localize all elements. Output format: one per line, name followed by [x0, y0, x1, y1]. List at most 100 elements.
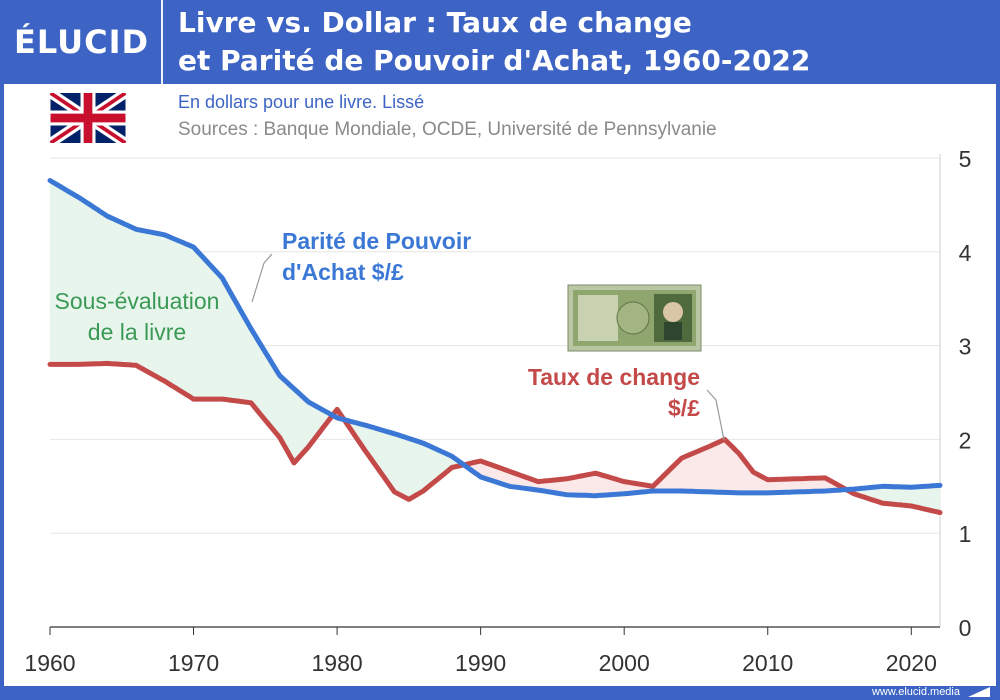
undervaluation-area: [293, 388, 298, 464]
overvaluation-area: [720, 438, 725, 493]
undervaluation-area: [67, 190, 72, 365]
exchange-series-label-line1: Taux de change: [528, 364, 700, 390]
undervaluation-area: [928, 485, 934, 512]
undervaluation-area: [254, 333, 259, 413]
undervaluation-area: [921, 485, 926, 510]
undervaluation-area: [275, 368, 280, 439]
undervaluation-area: [221, 276, 227, 400]
lines: [47, 178, 943, 516]
undervaluation-area: [211, 265, 216, 400]
chart-title: Livre vs. Dollar : Taux de change et Par…: [178, 4, 978, 80]
undervaluation-area: [53, 182, 58, 365]
y-tick-label: 3: [959, 334, 972, 360]
undervaluation-area: [261, 345, 266, 422]
undervaluation-label-line2: de la livre: [88, 319, 186, 345]
undervaluation-area: [390, 432, 395, 493]
x-tick-label: 1980: [312, 650, 363, 676]
overvaluation-area: [702, 447, 708, 493]
uk-flag-icon: [50, 93, 126, 143]
undervaluation-area: [247, 321, 252, 404]
undervaluation-area: [81, 199, 87, 365]
ppp-series-label-line1: Parité de Pouvoir: [282, 228, 471, 254]
undervaluation-area: [71, 192, 76, 365]
undervaluation-area: [408, 438, 413, 500]
overvaluation-area: [681, 456, 686, 492]
overvaluation-area: [710, 443, 715, 493]
undervaluation-area: [186, 243, 191, 398]
overvaluation-area: [588, 473, 593, 496]
overvaluation-area: [699, 448, 704, 493]
undervaluation-area: [257, 339, 263, 417]
undervaluation-area: [175, 239, 180, 391]
undervaluation-area: [56, 184, 62, 365]
overvaluation-area: [591, 472, 596, 496]
x-tick-label: 2000: [599, 650, 650, 676]
undervaluation-area: [200, 254, 205, 400]
overvaluation-area: [692, 451, 697, 492]
undervaluation-area: [239, 308, 245, 403]
undervaluation-area: [178, 240, 184, 393]
overvaluation-area: [695, 450, 700, 492]
ppp-line: [47, 178, 943, 499]
undervaluation-label-line1: Sous-évaluation: [55, 288, 220, 314]
overvaluation-area: [684, 454, 690, 492]
x-tick-label: 1960: [24, 650, 75, 676]
chart-title-line1: Livre vs. Dollar : Taux de change: [178, 6, 692, 39]
undervaluation-area: [290, 384, 295, 464]
ppp-label-leader: [251, 253, 273, 303]
elucid-logo: ÉLUCID: [14, 23, 150, 61]
chart-subtitle: En dollars pour une livre. Lissé: [178, 92, 425, 112]
header-divider: [161, 0, 163, 84]
undervaluation-area: [279, 374, 284, 445]
undervaluation-area: [401, 435, 406, 499]
exchange-label-leader: [706, 389, 725, 441]
undervaluation-area: [412, 439, 417, 498]
overvaluation-area: [717, 440, 722, 493]
x-axis-ticks: 1960 1970 1980 1990 2000 2010 2020: [24, 626, 940, 676]
undervaluation-area: [936, 485, 941, 513]
annotations: Sous-évaluation de la livre Parité de Po…: [55, 228, 725, 441]
undervaluation-area: [422, 442, 428, 492]
undervaluation-area: [74, 194, 80, 365]
undervaluation-area: [286, 381, 291, 458]
chart-sources: Sources : Banque Mondiale, OCDE, Univers…: [178, 119, 717, 140]
exchange-series-label-line2: $/£: [668, 395, 700, 421]
undervaluation-area: [304, 397, 309, 452]
fills: [49, 179, 941, 513]
exchange-rate-line: [47, 360, 943, 516]
overvaluation-area: [724, 438, 729, 493]
undervaluation-area: [932, 485, 937, 513]
x-tick-label: 1990: [455, 650, 506, 676]
header: ÉLUCID Livre vs. Dollar : Taux de change…: [0, 0, 1000, 84]
undervaluation-area: [78, 196, 83, 365]
overvaluation-area: [688, 453, 693, 492]
x-tick-label: 1970: [168, 650, 219, 676]
undervaluation-area: [243, 314, 248, 403]
undervaluation-area: [426, 444, 431, 489]
undervaluation-area: [394, 433, 399, 495]
undervaluation-area: [189, 245, 194, 400]
footer-url[interactable]: www.elucid.media: [871, 686, 960, 698]
undervaluation-area: [415, 440, 420, 496]
undervaluation-area: [64, 188, 69, 365]
x-tick-label: 2010: [742, 650, 793, 676]
chart-title-line2: et Parité de Pouvoir d'Achat, 1960-2022: [178, 44, 811, 77]
overvaluation-area: [706, 445, 711, 493]
y-tick-label: 5: [959, 146, 972, 172]
y-tick-label: 1: [959, 521, 972, 547]
elucid-mark-icon: [968, 687, 990, 697]
undervaluation-area: [272, 362, 277, 435]
undervaluation-area: [232, 295, 237, 402]
undervaluation-area: [300, 394, 306, 456]
undervaluation-area: [207, 261, 212, 400]
undervaluation-area: [297, 391, 302, 460]
undervaluation-area: [397, 434, 402, 497]
undervaluation-area: [265, 351, 270, 426]
y-tick-label: 0: [959, 615, 972, 641]
ppp-series-label-line2: d'Achat $/£: [282, 259, 404, 285]
undervaluation-area: [282, 378, 288, 452]
undervaluation-area: [250, 327, 255, 408]
undervaluation-area: [196, 250, 202, 400]
undervaluation-area: [193, 246, 198, 400]
